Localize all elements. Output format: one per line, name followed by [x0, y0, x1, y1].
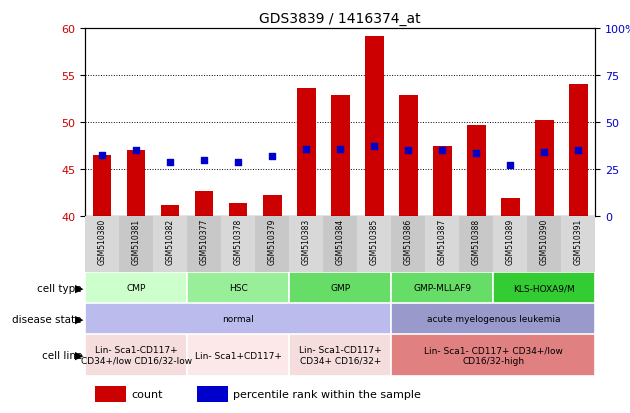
Bar [127, 151, 146, 217]
Bar [93, 156, 112, 217]
Text: GSM510383: GSM510383 [302, 218, 311, 265]
Bar [161, 206, 180, 217]
Text: GSM510388: GSM510388 [472, 218, 481, 264]
Point [573, 148, 583, 154]
Bar [569, 85, 588, 217]
Point [437, 148, 447, 154]
Bar [561, 217, 595, 273]
Text: GSM510380: GSM510380 [98, 218, 106, 265]
Text: normal: normal [222, 315, 254, 323]
Text: CMP: CMP [127, 284, 146, 292]
Text: GSM510381: GSM510381 [132, 218, 140, 264]
Bar [289, 335, 391, 376]
Bar [365, 36, 384, 217]
Point [471, 151, 481, 157]
Bar [467, 126, 486, 217]
Bar [255, 217, 289, 273]
Bar [195, 192, 214, 217]
Text: Lin- Sca1+CD117+: Lin- Sca1+CD117+ [195, 351, 282, 360]
Text: KLS-HOXA9/M: KLS-HOXA9/M [513, 284, 575, 292]
Text: Lin- Sca1- CD117+ CD34+/low
CD16/32-high: Lin- Sca1- CD117+ CD34+/low CD16/32-high [424, 346, 563, 365]
Bar [187, 217, 221, 273]
Text: cell type: cell type [37, 283, 82, 293]
Bar [357, 217, 391, 273]
Bar [153, 217, 187, 273]
Text: GSM510377: GSM510377 [200, 218, 209, 265]
Bar [85, 335, 187, 376]
Point [403, 148, 413, 154]
Text: acute myelogenous leukemia: acute myelogenous leukemia [427, 315, 560, 323]
Bar [391, 273, 493, 304]
Point [369, 143, 379, 150]
Bar [493, 217, 527, 273]
Point [233, 159, 243, 166]
Bar [433, 146, 452, 217]
Bar [85, 304, 391, 335]
Text: ▶: ▶ [76, 314, 84, 324]
Point [301, 146, 311, 152]
Text: GSM510384: GSM510384 [336, 218, 345, 265]
Text: GSM510386: GSM510386 [404, 218, 413, 265]
Bar [391, 335, 595, 376]
Point [505, 162, 515, 169]
Text: GSM510390: GSM510390 [540, 218, 549, 265]
Text: percentile rank within the sample: percentile rank within the sample [233, 389, 421, 399]
Text: HSC: HSC [229, 284, 248, 292]
Point [335, 146, 345, 152]
Text: GSM510391: GSM510391 [574, 218, 583, 265]
Bar [119, 217, 153, 273]
Point [199, 157, 209, 164]
Bar [535, 121, 554, 217]
Bar [297, 89, 316, 217]
Bar [85, 273, 187, 304]
Text: cell line: cell line [42, 350, 82, 360]
Bar [425, 217, 459, 273]
Point [165, 159, 175, 166]
Text: GMP: GMP [330, 284, 350, 292]
Text: GSM510382: GSM510382 [166, 218, 175, 264]
Text: Lin- Sca1-CD117+
CD34+ CD16/32+: Lin- Sca1-CD117+ CD34+ CD16/32+ [299, 346, 382, 365]
Text: Lin- Sca1-CD117+
CD34+/low CD16/32-low: Lin- Sca1-CD117+ CD34+/low CD16/32-low [81, 346, 192, 365]
Bar [197, 386, 228, 401]
Bar [289, 217, 323, 273]
Text: GSM510389: GSM510389 [506, 218, 515, 265]
Point [131, 148, 141, 154]
Text: ▶: ▶ [76, 283, 84, 293]
Bar [289, 273, 391, 304]
Bar [391, 217, 425, 273]
Bar [95, 386, 126, 401]
Bar [391, 304, 595, 335]
Bar [187, 335, 289, 376]
Bar [501, 199, 520, 217]
Text: GSM510379: GSM510379 [268, 218, 277, 265]
Bar [527, 217, 561, 273]
Bar [85, 217, 119, 273]
Bar [323, 217, 357, 273]
Text: GDS3839 / 1416374_at: GDS3839 / 1416374_at [260, 12, 421, 26]
Bar [263, 195, 282, 217]
Text: GSM510378: GSM510378 [234, 218, 243, 265]
Text: disease state: disease state [13, 314, 82, 324]
Point [267, 153, 277, 160]
Bar [493, 273, 595, 304]
Text: ▶: ▶ [76, 350, 84, 360]
Bar [221, 217, 255, 273]
Bar [399, 96, 418, 217]
Text: GSM510385: GSM510385 [370, 218, 379, 265]
Point [97, 152, 107, 159]
Text: GMP-MLLAF9: GMP-MLLAF9 [413, 284, 471, 292]
Bar [187, 273, 289, 304]
Bar [229, 204, 248, 217]
Bar [459, 217, 493, 273]
Bar [331, 96, 350, 217]
Text: count: count [131, 389, 163, 399]
Text: GSM510387: GSM510387 [438, 218, 447, 265]
Point [539, 150, 549, 156]
